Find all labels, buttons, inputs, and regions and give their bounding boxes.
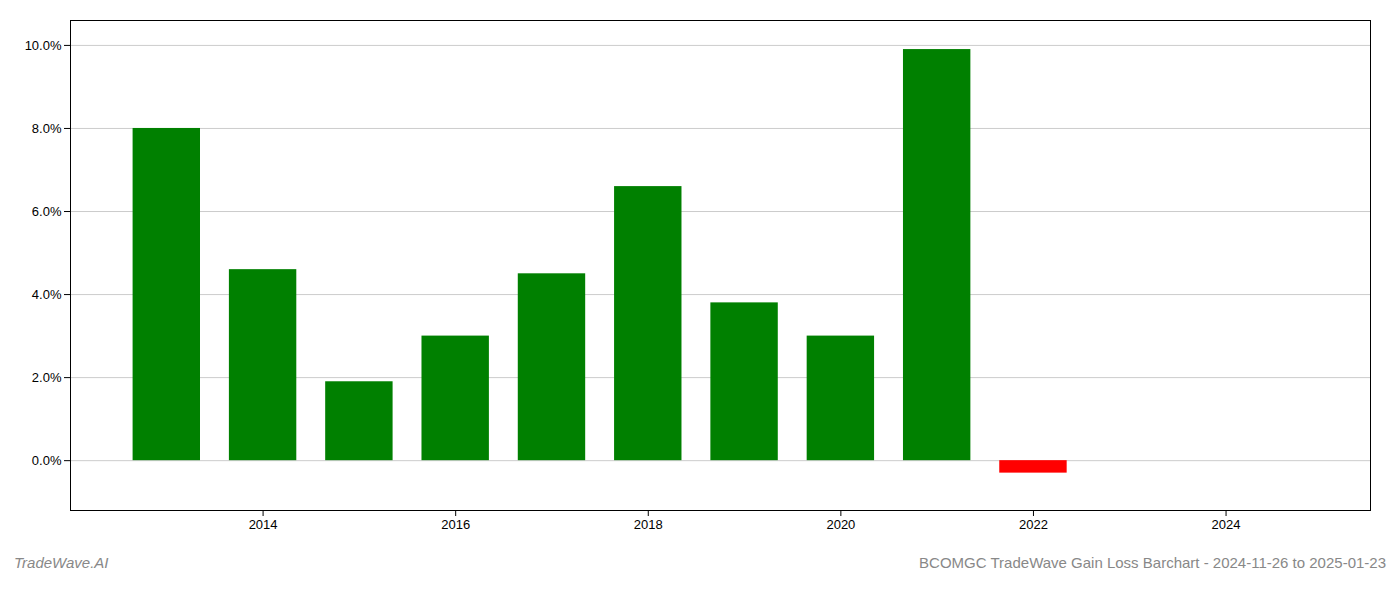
svg-text:10.0%: 10.0% — [25, 38, 62, 53]
svg-text:0.0%: 0.0% — [32, 453, 62, 468]
svg-text:2014: 2014 — [249, 517, 278, 532]
svg-text:2016: 2016 — [441, 517, 470, 532]
svg-text:2022: 2022 — [1019, 517, 1048, 532]
svg-text:2020: 2020 — [826, 517, 855, 532]
html-text:TradeWave.AI: TradeWave.AI — [14, 554, 109, 571]
svg-text:2.0%: 2.0% — [32, 370, 62, 385]
svg-text:2024: 2024 — [1212, 517, 1241, 532]
html-text:BCOMGC TradeWave Gain Loss Bar: BCOMGC TradeWave Gain Loss Barchart - 20… — [919, 554, 1386, 571]
svg-text:2018: 2018 — [634, 517, 663, 532]
svg-text:8.0%: 8.0% — [32, 121, 62, 136]
svg-text:6.0%: 6.0% — [32, 204, 62, 219]
svg-text:4.0%: 4.0% — [32, 287, 62, 302]
